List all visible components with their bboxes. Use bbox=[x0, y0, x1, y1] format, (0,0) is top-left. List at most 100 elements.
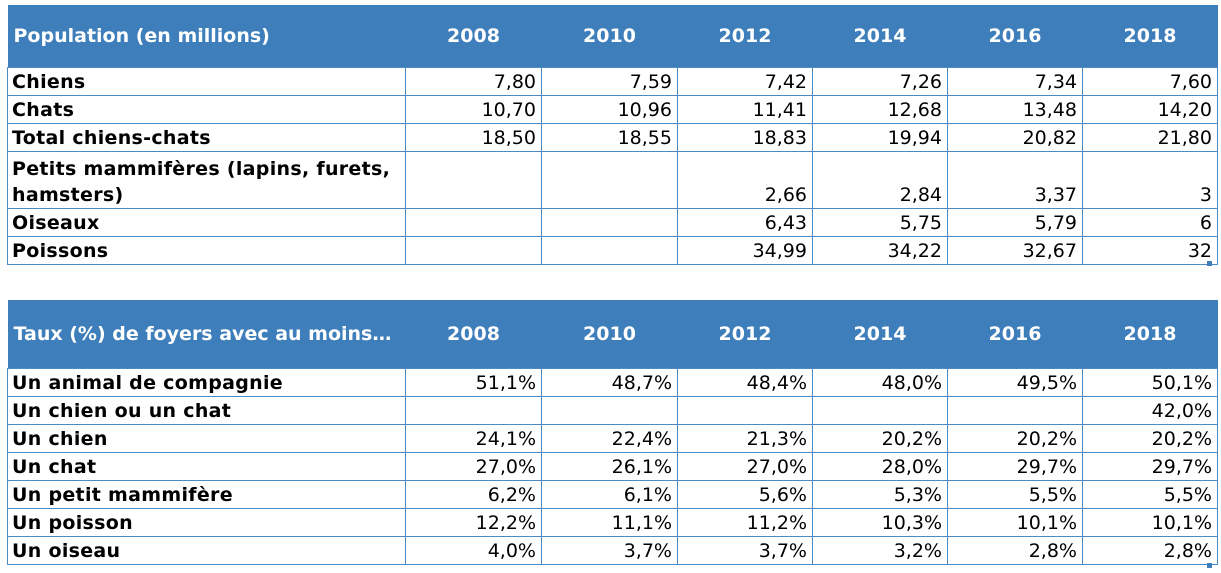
value-cell: 7,60 bbox=[1082, 66, 1218, 96]
value-cell: 20,2% bbox=[812, 423, 948, 453]
value-cell: 51,1% bbox=[405, 367, 542, 397]
value-cell bbox=[947, 395, 1083, 425]
year-header: 2012 bbox=[677, 300, 813, 368]
row-label: Un petit mammifère bbox=[7, 479, 406, 509]
value-cell: 5,6% bbox=[677, 479, 813, 509]
year-header: 2008 bbox=[405, 300, 542, 368]
value-cell: 22,4% bbox=[541, 423, 678, 453]
value-cell: 27,0% bbox=[677, 451, 813, 481]
value-cell: 6,1% bbox=[541, 479, 678, 509]
value-cell: 50,1% bbox=[1082, 367, 1218, 397]
year-header: 2016 bbox=[947, 300, 1083, 368]
value-cell: 14,20 bbox=[1082, 94, 1218, 124]
value-cell: 12,68 bbox=[812, 94, 948, 124]
value-cell: 34,99 bbox=[677, 235, 813, 265]
value-cell bbox=[541, 207, 678, 237]
value-cell: 48,7% bbox=[541, 367, 678, 397]
value-cell bbox=[541, 150, 678, 209]
household-rate-table: Taux (%) de foyers avec au moins… 2008 2… bbox=[7, 300, 1218, 565]
value-cell: 2,84 bbox=[812, 150, 948, 209]
value-cell: 29,7% bbox=[947, 451, 1083, 481]
value-cell: 26,1% bbox=[541, 451, 678, 481]
row-label: Un oiseau bbox=[7, 535, 406, 565]
table-row: Un oiseau 4,0% 3,7% 3,7% 3,2% 2,8% 2,8% bbox=[7, 535, 1218, 565]
value-cell: 7,42 bbox=[677, 66, 813, 96]
table-header-label: Taux (%) de foyers avec au moins… bbox=[7, 300, 406, 368]
row-label: Un poisson bbox=[7, 507, 406, 537]
value-cell: 10,1% bbox=[947, 507, 1083, 537]
value-cell: 5,3% bbox=[812, 479, 948, 509]
value-cell: 21,3% bbox=[677, 423, 813, 453]
year-header: 2014 bbox=[812, 5, 948, 67]
value-cell: 7,34 bbox=[947, 66, 1083, 96]
value-cell: 20,2% bbox=[1082, 423, 1218, 453]
value-cell: 20,2% bbox=[947, 423, 1083, 453]
row-label: Total chiens-chats bbox=[7, 122, 406, 152]
value-cell: 5,79 bbox=[947, 207, 1083, 237]
value-cell: 5,5% bbox=[947, 479, 1083, 509]
value-cell: 34,22 bbox=[812, 235, 948, 265]
value-cell: 5,75 bbox=[812, 207, 948, 237]
row-label: Un chien ou un chat bbox=[7, 395, 406, 425]
table-row: Oiseaux 6,43 5,75 5,79 6 bbox=[7, 207, 1218, 237]
resize-handle[interactable] bbox=[1207, 563, 1212, 568]
table-header-label: Population (en millions) bbox=[7, 5, 406, 67]
value-cell: 49,5% bbox=[947, 367, 1083, 397]
value-cell: 7,26 bbox=[812, 66, 948, 96]
table-row: Total chiens-chats 18,50 18,55 18,83 19,94 20… bbox=[7, 122, 1218, 152]
row-label: Oiseaux bbox=[7, 207, 406, 237]
year-header: 2018 bbox=[1082, 300, 1218, 368]
table-row: Poissons 34,99 34,22 32,67 32 bbox=[7, 235, 1218, 265]
value-cell bbox=[541, 235, 678, 265]
table-row: Chats 10,70 10,96 11,41 12,68 13,48 14,20 bbox=[7, 94, 1218, 124]
value-cell bbox=[405, 235, 542, 265]
value-cell: 32,67 bbox=[947, 235, 1083, 265]
value-cell bbox=[541, 395, 678, 425]
value-cell: 4,0% bbox=[405, 535, 542, 565]
table-row: Un petit mammifère 6,2% 6,1% 5,6% 5,3% 5,5% 5,… bbox=[7, 479, 1218, 509]
value-cell: 2,8% bbox=[947, 535, 1083, 565]
value-cell: 48,4% bbox=[677, 367, 813, 397]
value-cell: 2,66 bbox=[677, 150, 813, 209]
year-header: 2010 bbox=[541, 300, 678, 368]
population-table-body: Chiens 7,80 7,59 7,42 7,26 7,34 7,60 Chats 10,70… bbox=[7, 66, 1218, 265]
value-cell: 3 bbox=[1082, 150, 1218, 209]
value-cell: 11,41 bbox=[677, 94, 813, 124]
table-header-row: Population (en millions) 2008 2010 2012 … bbox=[7, 5, 1218, 67]
table-row: Petits mammifères (lapins, furets, hamst… bbox=[7, 150, 1218, 209]
year-header: 2012 bbox=[677, 5, 813, 67]
row-label: Poissons bbox=[7, 235, 406, 265]
value-cell: 20,82 bbox=[947, 122, 1083, 152]
table-row: Chiens 7,80 7,59 7,42 7,26 7,34 7,60 bbox=[7, 66, 1218, 96]
value-cell: 27,0% bbox=[405, 451, 542, 481]
value-cell bbox=[405, 207, 542, 237]
value-cell: 48,0% bbox=[812, 367, 948, 397]
value-cell: 18,55 bbox=[541, 122, 678, 152]
value-cell: 2,8% bbox=[1082, 535, 1218, 565]
value-cell: 6,2% bbox=[405, 479, 542, 509]
value-cell: 6 bbox=[1082, 207, 1218, 237]
value-cell: 32 bbox=[1082, 235, 1218, 265]
value-cell: 28,0% bbox=[812, 451, 948, 481]
value-cell: 6,43 bbox=[677, 207, 813, 237]
row-label: Un chien bbox=[7, 423, 406, 453]
value-cell: 3,7% bbox=[541, 535, 678, 565]
value-cell: 10,70 bbox=[405, 94, 542, 124]
table-row: Un poisson 12,2% 11,1% 11,2% 10,3% 10,1% 10,1% bbox=[7, 507, 1218, 537]
value-cell bbox=[405, 150, 542, 209]
value-cell: 7,59 bbox=[541, 66, 678, 96]
value-cell bbox=[812, 395, 948, 425]
table-header-row: Taux (%) de foyers avec au moins… 2008 2… bbox=[7, 300, 1218, 368]
value-cell: 24,1% bbox=[405, 423, 542, 453]
value-cell: 42,0% bbox=[1082, 395, 1218, 425]
value-cell: 21,80 bbox=[1082, 122, 1218, 152]
value-cell: 18,83 bbox=[677, 122, 813, 152]
value-cell: 11,2% bbox=[677, 507, 813, 537]
value-cell: 3,7% bbox=[677, 535, 813, 565]
resize-handle[interactable] bbox=[1207, 261, 1212, 266]
year-header: 2010 bbox=[541, 5, 678, 67]
table-row: Un chat 27,0% 26,1% 27,0% 28,0% 29,7% 29,7% bbox=[7, 451, 1218, 481]
year-header: 2016 bbox=[947, 5, 1083, 67]
household-rate-table-body: Un animal de compagnie 51,1% 48,7% 48,4% 48,… bbox=[7, 367, 1218, 565]
value-cell: 3,37 bbox=[947, 150, 1083, 209]
